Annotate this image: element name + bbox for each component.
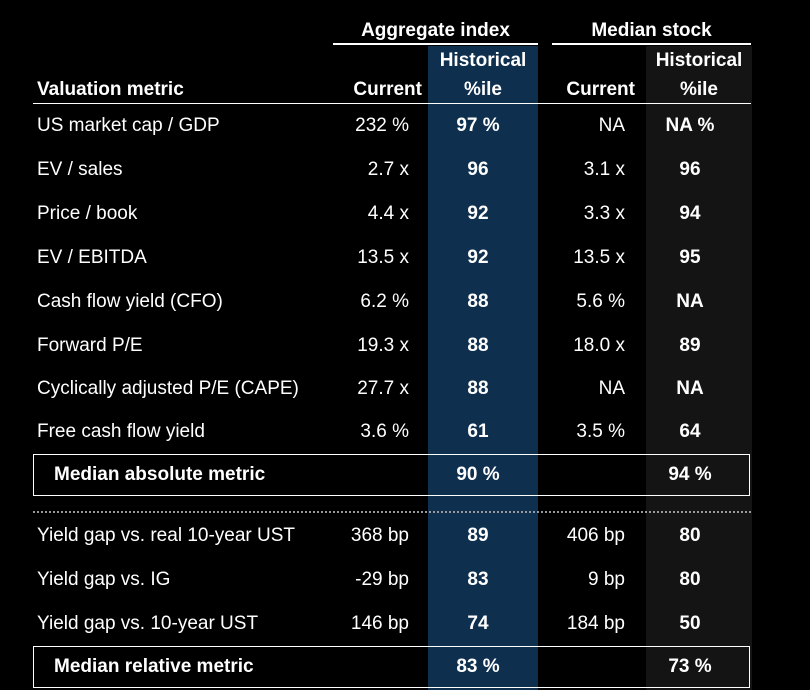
median-percentile-value: 64 [679, 421, 701, 442]
median-percentile-value: 94 [679, 203, 701, 224]
aggregate-percentile-value: 92 [467, 203, 489, 224]
metric-label: Free cash flow yield [37, 421, 205, 442]
table-row: Yield gap vs. 10-year UST 146 bp 74 184 … [0, 602, 810, 646]
metric-label: Price / book [37, 203, 138, 224]
aggregate-current-value: 4.4 x [367, 203, 409, 224]
table-row: Yield gap vs. real 10-year UST 368 bp 89… [0, 514, 810, 558]
group-underline-median [552, 43, 751, 45]
summary-box-relative [33, 646, 750, 688]
median-current-value: 3.5 % [576, 421, 625, 442]
aggregate-percentile-value: 97 % [456, 115, 500, 136]
median-current-value: NA [598, 115, 625, 136]
median-current-value: 3.1 x [583, 159, 625, 180]
table-row: EV / EBITDA 13.5 x 92 13.5 x 95 [0, 236, 810, 280]
aggregate-current-value: 2.7 x [367, 159, 409, 180]
aggregate-current-value: 232 % [355, 115, 409, 136]
median-current-value: 184 bp [566, 613, 625, 634]
metric-label: Yield gap vs. real 10-year UST [37, 525, 296, 546]
median-percentile-value: 80 [679, 569, 701, 590]
summary-row-absolute: Median absolute metric 90 % 94 % [0, 453, 810, 497]
table-row: Cash flow yield (CFO) 6.2 % 88 5.6 % NA [0, 280, 810, 324]
metric-label: EV / sales [37, 159, 123, 180]
aggregate-current-value: 3.6 % [360, 421, 409, 442]
metric-label: Yield gap vs. 10-year UST [37, 613, 259, 634]
median-percentile-value: 80 [679, 525, 701, 546]
aggregate-percentile-column-band [428, 46, 538, 690]
median-current-value: 18.0 x [573, 335, 625, 356]
aggregate-current-value: 13.5 x [357, 247, 409, 268]
aggregate-current-value: 19.3 x [357, 335, 409, 356]
column-header-median-historical: Historical %ile [646, 46, 752, 104]
table-row: Price / book 4.4 x 92 3.3 x 94 [0, 192, 810, 236]
column-header-median-current: Current [566, 79, 635, 100]
table-row: Cyclically adjusted P/E (CAPE) 27.7 x 88… [0, 367, 810, 411]
median-current-value: 13.5 x [573, 247, 625, 268]
summary-label: Median absolute metric [54, 464, 266, 485]
column-header-current: Current [353, 79, 422, 100]
median-percentile-value: NA [676, 291, 704, 312]
aggregate-current-value: 6.2 % [360, 291, 409, 312]
median-percentile-value: 50 [679, 613, 701, 634]
metric-label: Yield gap vs. IG [37, 569, 171, 590]
metric-label: Cyclically adjusted P/E (CAPE) [37, 378, 299, 399]
column-header-median-historical-line1: Historical [655, 50, 743, 71]
column-header-historical: Historical %ile [428, 46, 538, 104]
metric-label: US market cap / GDP [37, 115, 220, 136]
column-header-metric: Valuation metric [37, 79, 184, 100]
column-header-median-historical-line2: %ile [679, 79, 719, 100]
table-row: US market cap / GDP 232 % 97 % NA NA % [0, 104, 810, 148]
table-row: Yield gap vs. IG -29 bp 83 9 bp 80 [0, 558, 810, 602]
aggregate-current-value: 368 bp [350, 525, 409, 546]
aggregate-percentile-value: 88 [467, 291, 489, 312]
section-divider [33, 511, 751, 513]
median-current-value: NA [598, 378, 625, 399]
metric-label: Cash flow yield (CFO) [37, 291, 223, 312]
median-percentile-value: 89 [679, 335, 701, 356]
aggregate-percentile-value: 88 [467, 335, 489, 356]
aggregate-percentile-value: 74 [467, 613, 489, 634]
table-row: Free cash flow yield 3.6 % 61 3.5 % 64 [0, 410, 810, 454]
aggregate-current-value: 27.7 x [357, 378, 409, 399]
median-percentile-value: NA [676, 378, 704, 399]
group-header-aggregate: Aggregate index [361, 20, 510, 41]
aggregate-percentile-value: 88 [467, 378, 489, 399]
median-percentile-value: 73 % [668, 656, 712, 677]
group-underline-aggregate [333, 43, 538, 45]
aggregate-current-value: 146 bp [350, 613, 409, 634]
column-header-historical-line2: %ile [463, 79, 503, 100]
median-current-value: 5.6 % [576, 291, 625, 312]
aggregate-current-value: -29 bp [355, 569, 409, 590]
aggregate-percentile-value: 92 [467, 247, 489, 268]
column-header-historical-line1: Historical [439, 50, 527, 71]
table-row: Forward P/E 19.3 x 88 18.0 x 89 [0, 324, 810, 368]
table-row: EV / sales 2.7 x 96 3.1 x 96 [0, 148, 810, 192]
median-percentile-column-band [646, 46, 752, 690]
median-current-value: 406 bp [566, 525, 625, 546]
aggregate-percentile-value: 61 [467, 421, 489, 442]
summary-label: Median relative metric [54, 656, 254, 677]
aggregate-percentile-value: 83 [467, 569, 489, 590]
header-divider [33, 103, 751, 104]
metric-label: EV / EBITDA [37, 247, 147, 268]
summary-box-absolute [33, 454, 750, 496]
aggregate-percentile-value: 83 % [456, 656, 500, 677]
median-current-value: 9 bp [588, 569, 625, 590]
group-header-median: Median stock [591, 20, 712, 41]
metric-label: Forward P/E [37, 335, 143, 356]
aggregate-percentile-value: 89 [467, 525, 489, 546]
median-current-value: 3.3 x [583, 203, 625, 224]
median-percentile-value: NA % [665, 115, 715, 136]
median-percentile-value: 94 % [668, 464, 712, 485]
aggregate-percentile-value: 90 % [456, 464, 500, 485]
aggregate-percentile-value: 96 [467, 159, 489, 180]
median-percentile-value: 95 [679, 247, 701, 268]
summary-row-relative: Median relative metric 83 % 73 % [0, 645, 810, 689]
median-percentile-value: 96 [679, 159, 701, 180]
